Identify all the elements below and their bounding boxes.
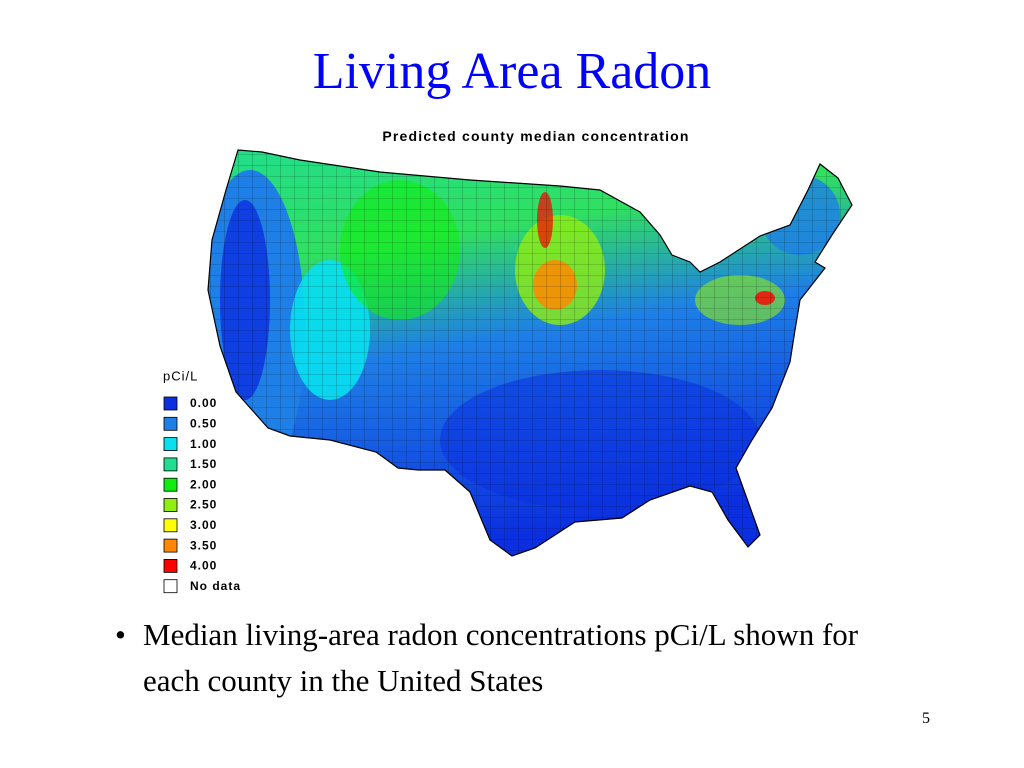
legend-label: 3.50 (190, 538, 217, 552)
legend-label: 2.00 (190, 477, 217, 491)
legend-label: 2.50 (190, 498, 217, 512)
legend-label: 0.00 (190, 396, 217, 410)
legend-swatch (163, 477, 178, 492)
legend-label: 1.00 (190, 437, 217, 451)
bullet: • Median living-area radon concentrations… (115, 612, 915, 704)
legend-swatch (163, 498, 178, 512)
legend-title: pCi/L (163, 368, 198, 383)
legend-swatch (163, 538, 178, 553)
legend-swatch (163, 396, 178, 411)
bullet-text: Median living-area radon concentrations … (143, 617, 859, 698)
legend-swatch (163, 559, 178, 573)
legend-swatch (163, 518, 178, 533)
legend-label: 3.00 (190, 518, 217, 532)
map-title: Predicted county median concentration (382, 128, 689, 144)
legend-label: 1.50 (190, 457, 217, 471)
legend-label: 0.50 (190, 416, 217, 430)
slide-canvas: Living Area Radon Predicted county media… (163, 43, 853, 594)
slide-title: Living Area Radon (313, 43, 712, 100)
legend-swatch (163, 579, 178, 594)
legend-swatch (163, 457, 178, 472)
legend-label: 4.00 (190, 559, 217, 573)
legend-swatch (163, 416, 178, 431)
legend-swatch (163, 437, 178, 452)
map (208, 150, 852, 556)
legend-label: No data (190, 579, 241, 593)
legend: pCi/L 0.00 0.50 1.00 1.50 2.00 2.50 3.00 3.50 4.… (163, 368, 241, 594)
page-number: 5 (922, 710, 930, 727)
